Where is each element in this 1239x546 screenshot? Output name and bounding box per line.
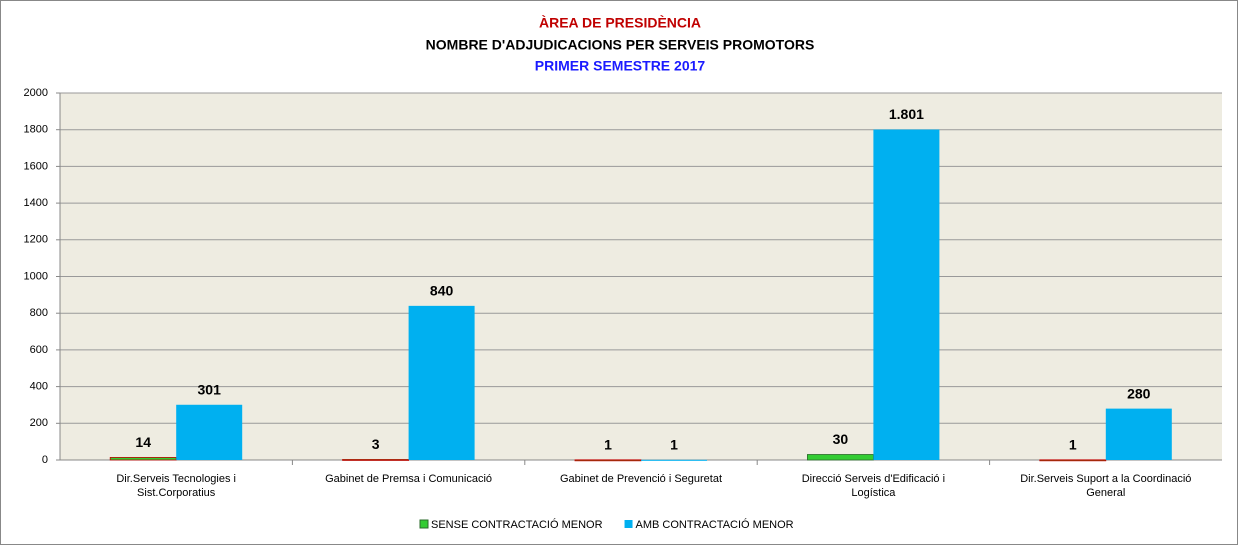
data-label: 840	[430, 283, 454, 299]
bar	[408, 305, 475, 460]
y-tick-label: 0	[42, 454, 48, 466]
y-tick-label: 1800	[24, 124, 48, 136]
legend-swatch	[624, 520, 633, 528]
data-label: 1	[604, 437, 612, 453]
y-tick-label: 1400	[24, 197, 48, 209]
bar	[176, 404, 243, 460]
y-tick-label: 800	[30, 307, 48, 319]
chart-subtitle: NOMBRE D'ADJUDICACIONS PER SERVEIS PROMO…	[426, 37, 815, 53]
y-tick-label: 1000	[24, 270, 48, 282]
chart-subtitle: PRIMER SEMESTRE 2017	[535, 58, 706, 74]
bar	[109, 457, 177, 461]
data-label: 301	[198, 381, 222, 397]
x-tick-label: Gabinet de Prevenció i Seguretat	[559, 473, 723, 485]
data-label: 1.801	[889, 106, 924, 122]
data-label: 3	[372, 436, 380, 452]
y-tick-label: 400	[30, 381, 48, 393]
bar	[1039, 459, 1107, 462]
x-tick-label: Gabinet de Premsa i Comunicació	[325, 473, 493, 485]
data-label: 30	[833, 431, 849, 447]
x-tick-label: Direcció Serveis d'Edificació i Logístic…	[801, 473, 946, 499]
y-tick-label: 2000	[24, 87, 48, 99]
y-tick-label: 1200	[24, 234, 48, 246]
bar	[641, 459, 707, 461]
legend-label: SENSE CONTRACTACIÓ MENOR	[431, 518, 603, 531]
legend-label: AMB CONTRACTACIÓ MENOR	[636, 518, 794, 531]
y-tick-label: 600	[30, 344, 48, 356]
bar	[342, 459, 410, 461]
legend-swatch	[419, 519, 429, 529]
bar	[574, 459, 642, 462]
data-label: 280	[1127, 385, 1151, 401]
data-label: 14	[135, 434, 151, 450]
x-tick-label: Dir.Serveis Tecnologies i Sist.Corporati…	[116, 473, 236, 499]
y-tick-label: 200	[30, 417, 48, 429]
y-tick-label: 1600	[24, 160, 48, 172]
data-label: 1	[670, 437, 678, 453]
bar	[807, 454, 874, 461]
x-tick-label: Dir.Serveis Suport a la Coordinació Gene…	[1020, 473, 1192, 499]
bar	[873, 129, 940, 461]
chart-title: ÀREA DE PRESIDÈNCIA	[539, 15, 701, 31]
data-label: 1	[1069, 437, 1077, 453]
bar	[1105, 408, 1172, 460]
